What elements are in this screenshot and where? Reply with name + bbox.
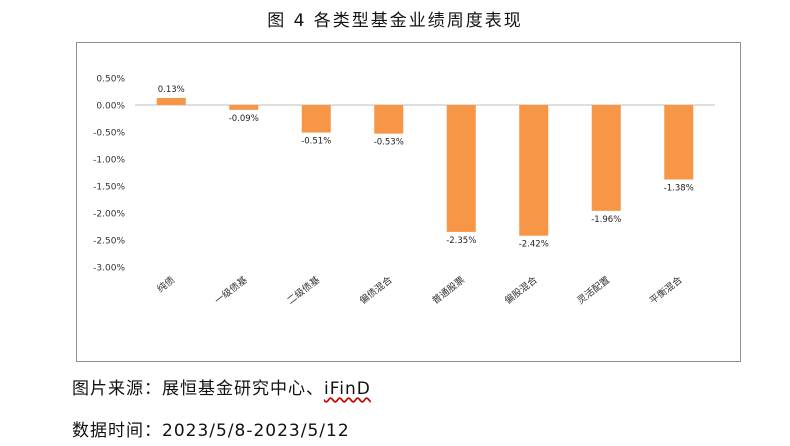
y-axis-ticks: 0.50% 0.00% -0.50% -1.00% -1.50% -2.00% -2.50%… xyxy=(93,75,125,274)
data-label: -0.09% xyxy=(229,114,259,124)
date-label: 数据时间： xyxy=(72,421,162,441)
bar xyxy=(374,105,404,134)
chart-frame: 0.50% 0.00% -0.50% -1.00% -1.50% -2.00% -2.50%… xyxy=(76,42,741,362)
bar xyxy=(591,105,621,211)
x-tick-label: 偏股混合 xyxy=(502,274,540,307)
y-tick-label: -1.50% xyxy=(93,183,125,193)
y-tick-label: 0.50% xyxy=(96,75,125,85)
bar xyxy=(156,97,186,105)
source-line: 图片来源：展恒基金研究中心、iFinD xyxy=(72,374,371,399)
data-label: 0.13% xyxy=(158,85,185,95)
y-tick-label: -2.00% xyxy=(93,210,125,220)
data-label: -1.38% xyxy=(664,184,694,194)
value-labels: 0.13% -0.09% -0.51% -0.53% -2.35% -2.42% -1.96… xyxy=(158,85,694,250)
x-tick-label: 纯债 xyxy=(155,274,178,295)
bar xyxy=(229,105,259,110)
x-tick-label: 一级债基 xyxy=(212,274,250,307)
y-tick-label: -3.00% xyxy=(93,264,125,274)
data-label: -2.42% xyxy=(519,240,549,250)
y-tick-label: -0.50% xyxy=(93,129,125,139)
y-tick-label: -1.00% xyxy=(93,156,125,166)
bar xyxy=(446,105,476,232)
date-text: 2023/5/8-2023/5/12 xyxy=(162,421,350,441)
source-label: 图片来源： xyxy=(72,379,162,399)
y-tick-label: 0.00% xyxy=(96,102,125,112)
x-tick-label: 灵活配置 xyxy=(575,274,612,307)
x-tick-label: 二级债基 xyxy=(285,274,323,307)
bar-chart: 0.50% 0.00% -0.50% -1.00% -1.50% -2.00% -2.50%… xyxy=(93,75,715,307)
data-label: -0.53% xyxy=(374,138,404,148)
y-tick-label: -2.50% xyxy=(93,237,125,247)
figure-title: 图 4 各类型基金业绩周度表现 xyxy=(267,11,523,31)
x-tick-label: 普通股票 xyxy=(430,274,468,307)
x-axis-ticks: 纯债 一级债基 二级债基 偏债混合 普通股票 偏股混合 灵活配置 平衡混合 xyxy=(155,274,685,307)
source-text: 展恒基金研究中心、 xyxy=(162,379,324,399)
source-brand: iFinD xyxy=(324,379,371,399)
bar xyxy=(519,105,549,236)
x-tick-label: 偏债混合 xyxy=(357,274,395,307)
x-tick-label: 平衡混合 xyxy=(647,274,685,307)
bars xyxy=(156,97,694,236)
bar xyxy=(301,105,331,133)
date-line: 数据时间：2023/5/8-2023/5/12 xyxy=(72,416,350,441)
data-label: -2.35% xyxy=(446,236,476,246)
data-label: -1.96% xyxy=(591,215,621,225)
data-label: -0.51% xyxy=(301,137,331,147)
bar xyxy=(664,105,694,180)
